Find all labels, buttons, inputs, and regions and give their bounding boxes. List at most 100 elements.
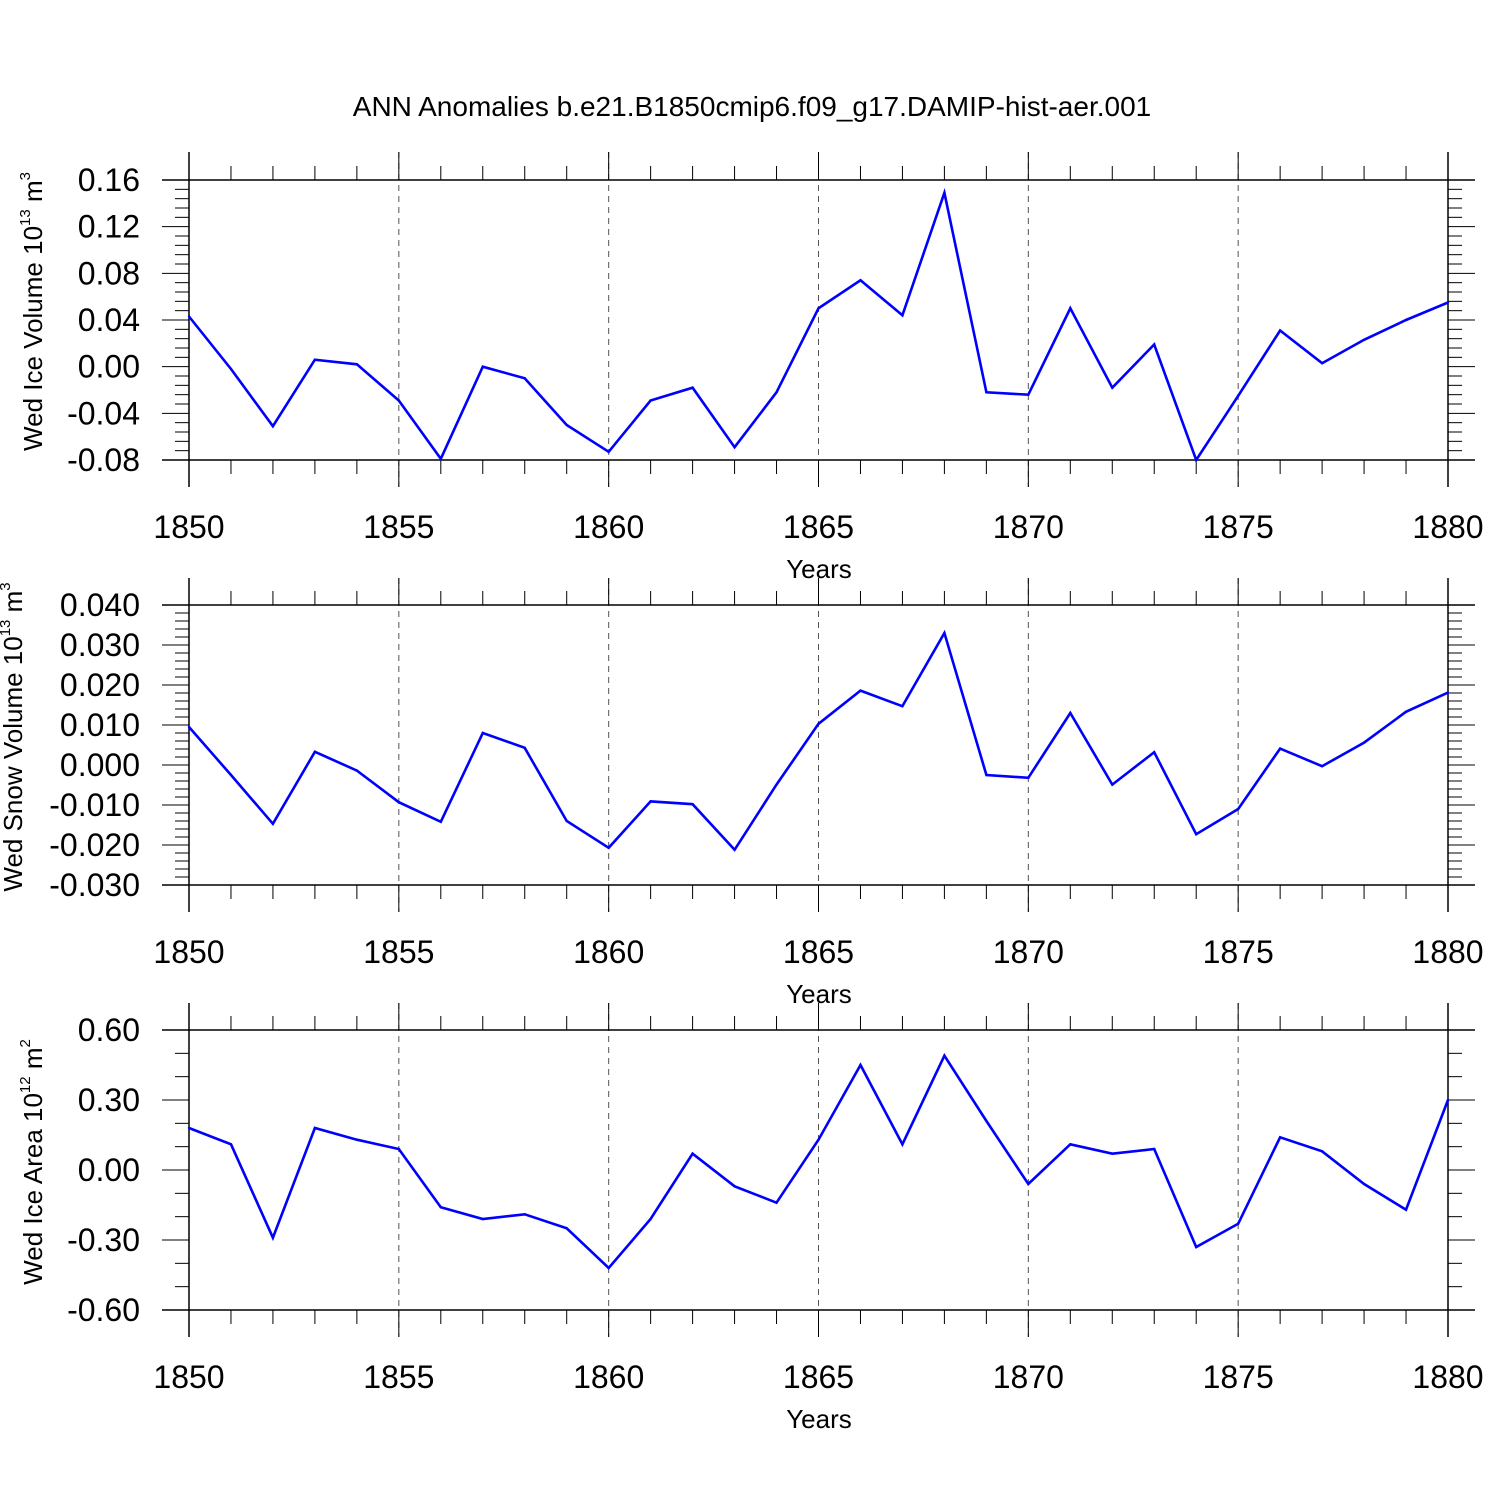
data-point [1278, 747, 1282, 750]
data-point [229, 367, 233, 371]
x-tick-label: 1860 [573, 1359, 644, 1395]
x-tick-label: 1870 [993, 1359, 1064, 1395]
panels: -0.08 -0.04 0.00 0.04 0.08 0.12 0.16 1850 1855 18… [0, 152, 1484, 1434]
data-point [439, 1206, 442, 1209]
data-point [481, 365, 484, 368]
data-point [1236, 394, 1240, 398]
x-tick-label: 1880 [1412, 934, 1483, 970]
panel-1: -0.08 -0.04 0.00 0.04 0.08 0.12 0.16 1850 1855 18… [17, 152, 1484, 584]
data-point [1069, 1143, 1072, 1146]
data-point [817, 307, 820, 310]
data-point [397, 1147, 401, 1151]
y-tick-label: 0.020 [60, 667, 140, 703]
y-axis-title-superscript: 12 [17, 1076, 34, 1093]
data-point [1236, 807, 1240, 811]
data-point [355, 769, 359, 772]
data-point [187, 315, 191, 318]
y-axis-title-part: Wed Ice Volume 10 [18, 226, 48, 451]
data-point [775, 391, 778, 394]
data-point [1404, 1208, 1408, 1211]
y-tick-label: 0.30 [78, 1082, 140, 1118]
y-axis-title-superscript: 3 [0, 582, 14, 590]
data-point [523, 746, 526, 749]
data-point [859, 689, 862, 692]
data-point [1362, 741, 1366, 744]
data-point [481, 1217, 484, 1221]
data-point [1278, 1136, 1282, 1139]
data-point [1320, 1150, 1324, 1153]
x-tick-label: 1865 [783, 934, 854, 970]
y-axis-title-part: m [18, 180, 48, 209]
data-point [1446, 301, 1450, 304]
y-axis-title-superscript: 13 [17, 209, 34, 226]
x-tick-label: 1855 [363, 934, 434, 970]
data-point [985, 1119, 988, 1123]
series-line [188, 629, 1449, 852]
x-tick-label: 1880 [1412, 509, 1483, 545]
x-tick-label: 1850 [153, 1359, 224, 1395]
x-tick-label: 1865 [783, 509, 854, 545]
data-point [859, 1063, 862, 1067]
y-tick-label: 0.12 [78, 209, 140, 245]
y-tick-label: 0.030 [60, 627, 140, 663]
data-point [1195, 1245, 1198, 1249]
y-tick-label: 0.00 [78, 1152, 140, 1188]
y-tick-label: 0.00 [78, 349, 140, 385]
y-tick-label: 0.040 [60, 587, 140, 623]
x-tick-label: 1860 [573, 934, 644, 970]
x-tick-label: 1875 [1203, 934, 1274, 970]
data-point [817, 722, 820, 725]
data-point [775, 783, 778, 786]
y-tick-label: -0.010 [49, 787, 140, 823]
data-point [901, 1143, 904, 1146]
y-tick-label: -0.030 [49, 867, 140, 903]
data-point [775, 1201, 778, 1204]
chart-title: ANN Anomalies b.e21.B1850cmip6.f09_g17.D… [353, 91, 1151, 122]
data-point [313, 1126, 317, 1130]
data-point [607, 846, 610, 849]
data-point [1195, 458, 1198, 462]
x-tick-label: 1870 [993, 934, 1064, 970]
y-tick-label: 0.08 [78, 255, 140, 291]
data-point [1069, 711, 1072, 715]
data-point [523, 1213, 526, 1216]
data-point [397, 399, 401, 402]
y-tick-label: 0.60 [78, 1012, 140, 1048]
data-point [817, 1138, 820, 1141]
y-axis-title-superscript: 3 [17, 172, 34, 180]
data-point [1027, 1182, 1030, 1186]
data-point [1195, 833, 1198, 836]
data-point [985, 773, 988, 777]
data-point [565, 1227, 568, 1230]
data-point [355, 1138, 359, 1141]
y-axis-title-part: m [0, 591, 28, 620]
y-axis-title: Wed Ice Area 1012 m2 [17, 1039, 48, 1285]
x-tick-label: 1855 [363, 1359, 434, 1395]
data-point [607, 450, 610, 454]
data-point [271, 822, 275, 825]
y-tick-label: -0.04 [67, 395, 140, 431]
data-point [691, 1152, 694, 1155]
data-point [1153, 343, 1156, 346]
y-axis-title-part: Wed Ice Area 10 [18, 1093, 48, 1285]
panel-2: -0.030 -0.020 -0.010 0.000 0.010 0.020 0.030 0.… [0, 578, 1484, 1009]
data-point [271, 424, 275, 428]
data-point [859, 279, 862, 282]
data-point [313, 750, 317, 753]
data-point [1404, 710, 1408, 713]
data-point [985, 391, 988, 394]
data-point [943, 1054, 946, 1057]
data-point [439, 457, 442, 461]
data-point [229, 773, 233, 777]
data-point [943, 191, 946, 195]
data-point [901, 705, 904, 708]
x-tick-label: 1865 [783, 1359, 854, 1395]
data-point [565, 819, 568, 823]
data-point [1153, 1147, 1156, 1151]
y-axis-title-superscript: 2 [17, 1039, 34, 1047]
data-point [943, 631, 946, 635]
data-point [1111, 386, 1114, 389]
data-point [1362, 1182, 1366, 1186]
x-tick-label: 1860 [573, 509, 644, 545]
data-point [1404, 318, 1408, 322]
